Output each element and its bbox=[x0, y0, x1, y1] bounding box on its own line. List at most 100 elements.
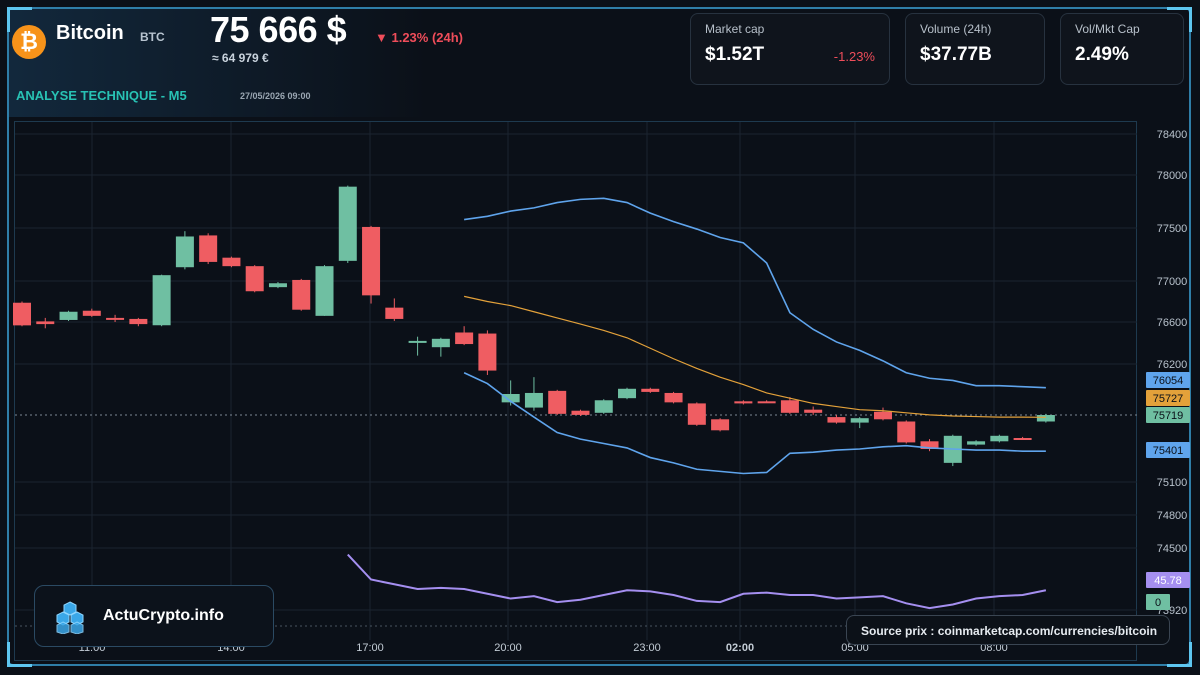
y-tick-label: 76600 bbox=[1157, 317, 1188, 329]
stat-label: Market cap bbox=[705, 22, 765, 36]
price-tag-bollinger-upper: 76054 bbox=[1153, 375, 1184, 387]
x-tick-label: 08:00 bbox=[980, 642, 1008, 654]
candle-body bbox=[129, 318, 148, 325]
bollinger-upper-line bbox=[464, 197, 1046, 389]
candle-body bbox=[711, 419, 730, 431]
chart-frame bbox=[7, 7, 1191, 666]
price-eur: ≈ 64 979 € bbox=[212, 51, 269, 65]
chart-plot-border bbox=[14, 121, 1137, 661]
brand-logo[interactable]: ActuCrypto.info bbox=[34, 585, 274, 647]
candle-body bbox=[548, 390, 567, 414]
stat-label: Vol/Mkt Cap bbox=[1075, 22, 1140, 36]
rsi-line bbox=[347, 553, 1047, 610]
source-link[interactable]: Source prix : coinmarketcap.com/currenci… bbox=[861, 624, 1158, 638]
y-tick-label: 74800 bbox=[1157, 510, 1188, 522]
candle-body bbox=[1013, 438, 1032, 441]
candle-body bbox=[106, 317, 125, 320]
coin-name: Bitcoin bbox=[56, 22, 124, 44]
candle-body bbox=[897, 421, 916, 443]
coin-ticker: BTC bbox=[140, 30, 165, 44]
change-24h: ▼ 1.23% (24h) bbox=[375, 30, 464, 45]
source-attribution[interactable]: Source prix : coinmarketcap.com/currenci… bbox=[846, 615, 1170, 645]
y-tick-label: 75100 bbox=[1157, 477, 1188, 489]
candle-body bbox=[292, 279, 311, 310]
price-tag-box bbox=[1146, 372, 1190, 388]
candle-body bbox=[594, 400, 613, 413]
candle-body bbox=[455, 332, 474, 345]
cubes-icon bbox=[56, 601, 84, 634]
candle-body bbox=[618, 388, 637, 399]
price-tag-last-price: 75719 bbox=[1153, 410, 1184, 422]
stat-value: $37.77B bbox=[920, 44, 992, 65]
price-tag-box bbox=[1146, 390, 1190, 406]
x-tick-label: 05:00 bbox=[841, 642, 869, 654]
indicators bbox=[347, 197, 1047, 610]
stat-value: $1.52T bbox=[705, 44, 765, 65]
y-tick-label: 77000 bbox=[1157, 276, 1188, 288]
candle-body bbox=[827, 417, 846, 423]
candle-body bbox=[13, 302, 31, 326]
frame-corner-bottom-left bbox=[7, 642, 32, 667]
candle-body bbox=[780, 400, 799, 413]
frame-corner-top-left bbox=[7, 7, 32, 32]
stat-card-volume: Volume (24h) $37.77B bbox=[905, 13, 1045, 85]
candle-body bbox=[152, 275, 171, 326]
candle-body bbox=[920, 441, 939, 450]
frame-corner-top-right bbox=[1167, 7, 1192, 32]
candle-body bbox=[478, 333, 497, 371]
stat-change: -1.23% bbox=[833, 49, 875, 64]
axes: 78400 78000 77500 77000 76600 76200 75100 74800… bbox=[79, 129, 1190, 654]
x-tick-label: 20:00 bbox=[494, 642, 522, 654]
price-tag-box bbox=[1146, 407, 1190, 423]
header-background bbox=[9, 9, 429, 117]
price-tag-bollinger-lower: 75401 bbox=[1153, 445, 1184, 457]
candle-body bbox=[82, 310, 101, 316]
candle-body bbox=[268, 283, 287, 288]
stat-card-vol-mkt-cap: Vol/Mkt Cap 2.49% bbox=[1060, 13, 1184, 85]
candle-body bbox=[385, 307, 404, 319]
candle-body bbox=[734, 401, 753, 404]
candle-body bbox=[362, 226, 381, 296]
candle-body bbox=[1036, 415, 1055, 422]
candle-body bbox=[850, 418, 869, 423]
x-tick-label: 02:00 bbox=[726, 642, 754, 654]
candle-body bbox=[967, 441, 986, 445]
bollinger-middle-line bbox=[464, 295, 1046, 418]
candle-body bbox=[175, 236, 194, 268]
y-tick-label: 76200 bbox=[1157, 359, 1188, 371]
candle-body bbox=[431, 338, 450, 348]
candle-body bbox=[687, 403, 706, 425]
price-tag-volume: 0 bbox=[1155, 597, 1161, 609]
bollinger-lower-line bbox=[463, 372, 1046, 475]
stat-value: 2.49% bbox=[1075, 44, 1129, 65]
candle-body bbox=[245, 266, 264, 292]
price-tag-box bbox=[1146, 594, 1170, 610]
candle-body bbox=[757, 401, 776, 404]
stat-card-market-cap: Market cap $1.52T -1.23% bbox=[690, 13, 890, 85]
candle-body bbox=[501, 394, 520, 403]
x-tick-label: 17:00 bbox=[356, 642, 384, 654]
y-tick-label: 77500 bbox=[1157, 223, 1188, 235]
price-tag-box bbox=[1146, 442, 1190, 458]
candle-body bbox=[873, 411, 892, 420]
candle-body bbox=[36, 321, 55, 325]
y-tick-label: 78000 bbox=[1157, 170, 1188, 182]
candle-body bbox=[338, 186, 357, 261]
bitcoin-icon: ₿ bbox=[12, 25, 46, 59]
candle-body bbox=[804, 409, 823, 413]
stat-label: Volume (24h) bbox=[920, 22, 992, 36]
candle-body bbox=[222, 257, 241, 267]
y-tick-label: 78400 bbox=[1157, 129, 1188, 141]
price-usd: 75 666 $ bbox=[210, 9, 347, 50]
candle-body bbox=[408, 340, 427, 343]
candle-body bbox=[315, 266, 334, 316]
brand-name: ActuCrypto.info bbox=[103, 607, 224, 624]
price-tag-rsi: 45.78 bbox=[1154, 575, 1182, 587]
price-tag-sma: 75727 bbox=[1153, 393, 1184, 405]
price-tag-box bbox=[1146, 572, 1190, 588]
candle-body bbox=[990, 435, 1009, 442]
candle-body bbox=[571, 410, 590, 415]
analysis-title: ANALYSE TECHNIQUE - M5 bbox=[16, 88, 187, 103]
candles bbox=[13, 185, 1055, 467]
